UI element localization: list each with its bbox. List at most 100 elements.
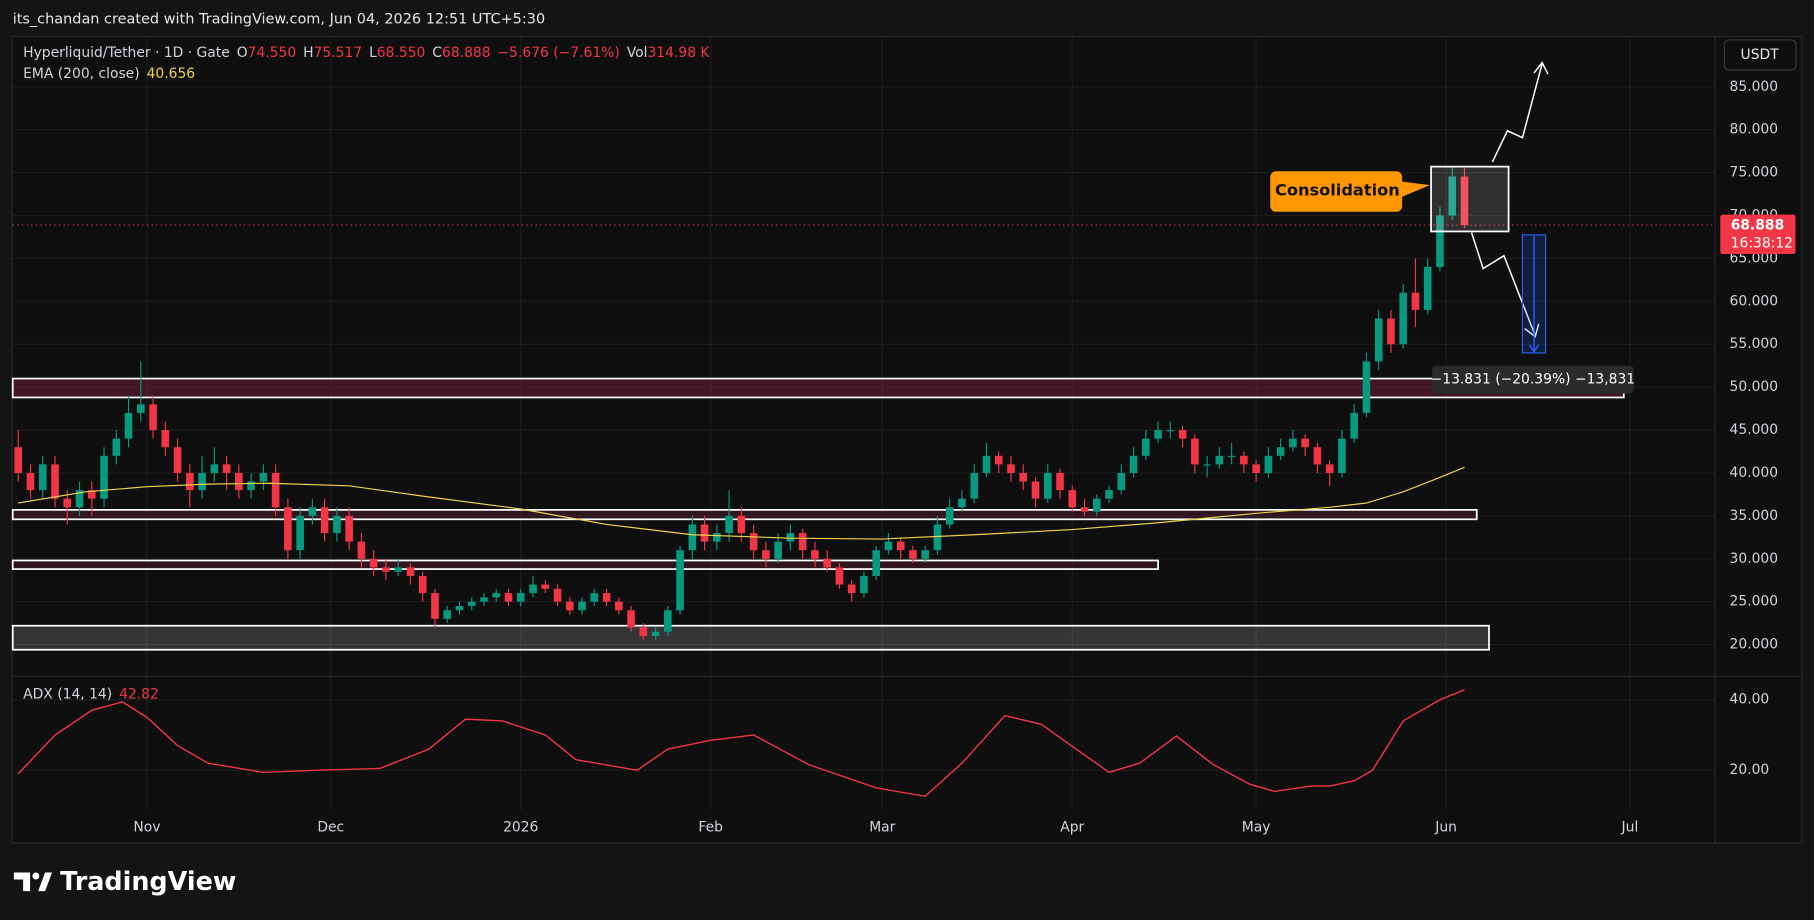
ema-legend: EMA (200, close) 40.656	[23, 66, 195, 82]
consolidation-box[interactable]	[1430, 165, 1510, 233]
y-tick-label: 20.000	[1730, 637, 1779, 653]
candle-body	[1068, 490, 1077, 508]
y-tick-label: 75.000	[1730, 165, 1779, 181]
candle-body	[1460, 176, 1469, 226]
adx-line	[17, 689, 1465, 798]
candle-body	[112, 438, 121, 456]
candle-body	[737, 515, 746, 534]
candle-body	[455, 605, 464, 611]
callout-bubble[interactable]	[1270, 171, 1430, 212]
candle-body	[173, 447, 182, 473]
candle-body	[198, 472, 206, 491]
candle-body	[357, 541, 366, 559]
y-tick-label: 45.000	[1730, 422, 1779, 438]
candle-body	[749, 533, 758, 551]
candle-body	[161, 430, 170, 448]
quote-key: C	[432, 45, 442, 61]
candle-body	[480, 597, 488, 602]
candle-body	[1007, 464, 1015, 473]
candle-body	[284, 507, 292, 551]
x-tick-label: Nov	[133, 819, 160, 835]
candle-body	[63, 498, 72, 508]
arrowhead	[1528, 344, 1540, 354]
candle-body	[1448, 176, 1457, 216]
quote-key: H	[303, 45, 313, 61]
candle-body	[1191, 438, 1199, 465]
candle-body	[1423, 267, 1432, 310]
candle-body	[664, 610, 672, 632]
candle-body	[87, 490, 96, 499]
candle-body	[1117, 472, 1126, 491]
adx-name: ADX (14, 14)	[23, 686, 112, 702]
projection-down[interactable]	[1470, 232, 1536, 336]
y-tick-label: 25.000	[1730, 594, 1779, 610]
quote-key: L	[369, 45, 377, 61]
candle-body	[872, 550, 880, 576]
x-tick-label: Dec	[317, 819, 344, 835]
candle-body	[798, 533, 807, 551]
candle-body	[124, 412, 133, 439]
candle-body	[26, 472, 35, 491]
candle-body	[149, 404, 157, 431]
candle-body	[1154, 430, 1162, 439]
candle-body	[1387, 318, 1395, 345]
candle-body	[1325, 464, 1334, 473]
volume-key: Vol	[627, 45, 648, 61]
y-tick-label: 85.000	[1730, 79, 1779, 95]
candle-body	[921, 550, 930, 559]
ema-name: EMA (200, close)	[23, 66, 139, 82]
candle-body	[994, 455, 1003, 465]
ema-value: 40.656	[147, 66, 196, 82]
projection-up[interactable]	[1491, 63, 1543, 163]
candle-body	[1399, 292, 1407, 345]
callout-text: Consolidation	[1275, 180, 1400, 199]
candle-body	[945, 507, 954, 525]
candle-body	[1252, 464, 1260, 473]
candle-body	[676, 550, 684, 611]
candle-body	[38, 464, 47, 491]
candle-body	[1227, 455, 1236, 457]
candle-body	[762, 550, 770, 559]
measure-label-box	[1432, 365, 1634, 394]
candle-body	[713, 533, 721, 542]
candle-body	[970, 472, 979, 499]
candle-body	[1264, 455, 1273, 473]
symbol-legend: Hyperliquid/Tether · 1D · Gate O74.550 H75…	[23, 45, 710, 61]
candle-body	[1215, 455, 1224, 465]
x-tick-label: Jun	[1434, 819, 1457, 835]
ema-line	[18, 466, 1465, 540]
currency-button[interactable]	[1723, 39, 1797, 71]
last-price-label: 68.888	[1731, 218, 1785, 234]
candle-body	[1019, 472, 1028, 482]
candle-body	[259, 472, 268, 482]
candle-body	[1411, 292, 1420, 310]
chart-frame	[11, 35, 1803, 844]
candle-body	[565, 601, 574, 611]
candle-body	[137, 404, 145, 413]
x-tick-label: Jul	[1621, 819, 1639, 835]
candle-body	[418, 575, 427, 594]
candle-body	[884, 541, 893, 551]
y-tick-label: 30.000	[1730, 551, 1779, 567]
quote-value: 68.888	[442, 45, 491, 61]
candle-body	[271, 472, 280, 508]
candle-body	[369, 558, 378, 568]
candle-body	[443, 610, 452, 619]
y-tick-label: 20.00	[1730, 762, 1770, 778]
candle-body	[492, 593, 501, 598]
quote-value: 75.517	[314, 45, 363, 61]
candle-body	[590, 593, 599, 602]
candle-body	[210, 464, 219, 473]
candle-body	[835, 567, 844, 585]
candle-body	[467, 601, 476, 606]
candle-body	[860, 575, 868, 594]
logo-shape	[13, 872, 31, 892]
candle-body	[1362, 361, 1371, 413]
candle-body	[51, 464, 59, 499]
candle-body	[1313, 447, 1322, 465]
candle-body	[1105, 490, 1113, 499]
candle-body	[1178, 430, 1187, 439]
adx-legend: ADX (14, 14) 42.82	[23, 686, 159, 702]
